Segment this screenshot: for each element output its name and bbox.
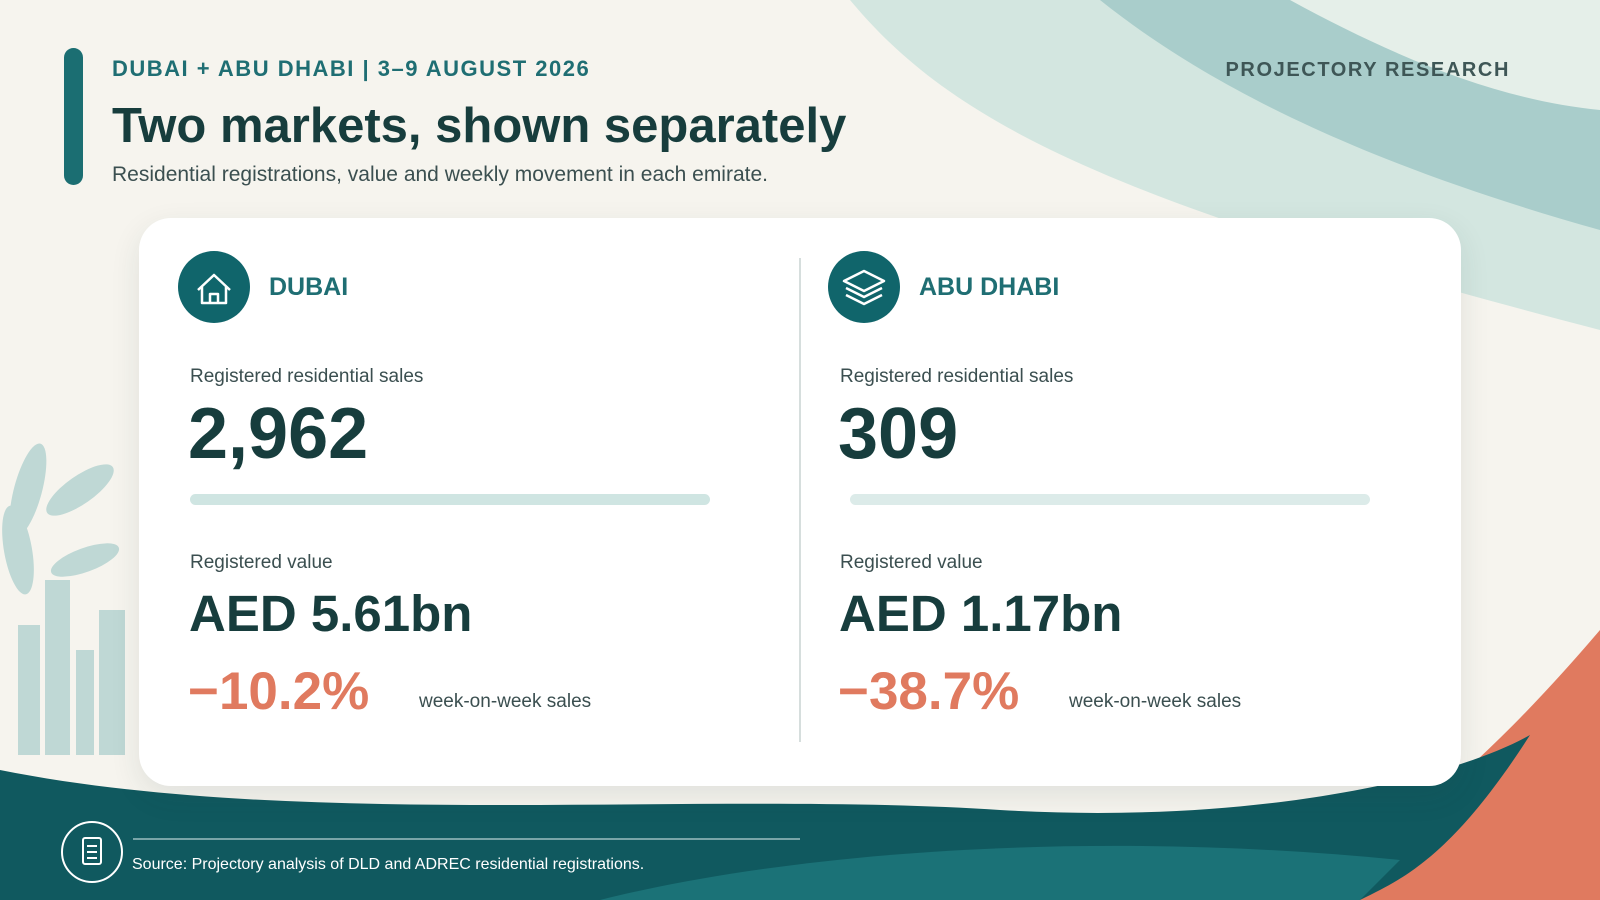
title: Two markets, shown separately bbox=[112, 99, 847, 153]
source: Source: Projectory analysis of DLD and A… bbox=[132, 856, 645, 873]
brand: PROJECTORY RESEARCH bbox=[1225, 59, 1510, 81]
kicker: DUBAI + ABU DHABI | 3–9 AUGUST 2026 bbox=[112, 56, 591, 81]
sales: 309 bbox=[838, 394, 959, 474]
sales-label: Registered residential sales bbox=[190, 366, 424, 387]
value-label: Registered value bbox=[840, 552, 983, 573]
market-name: DUBAI bbox=[269, 273, 349, 301]
sales-label: Registered residential sales bbox=[840, 366, 1074, 387]
value: AED 5.61bn bbox=[189, 585, 473, 642]
change-label: week-on-week sales bbox=[1069, 691, 1242, 712]
sales: 2,962 bbox=[188, 394, 369, 474]
change-label: week-on-week sales bbox=[419, 691, 592, 712]
market-name: ABU DHABI bbox=[919, 273, 1060, 301]
value-label: Registered value bbox=[190, 552, 333, 573]
change: −38.7% bbox=[838, 662, 1020, 721]
change: −10.2% bbox=[188, 662, 370, 721]
value: AED 1.17bn bbox=[839, 585, 1123, 642]
subtitle: Residential registrations, value and wee… bbox=[112, 163, 768, 186]
